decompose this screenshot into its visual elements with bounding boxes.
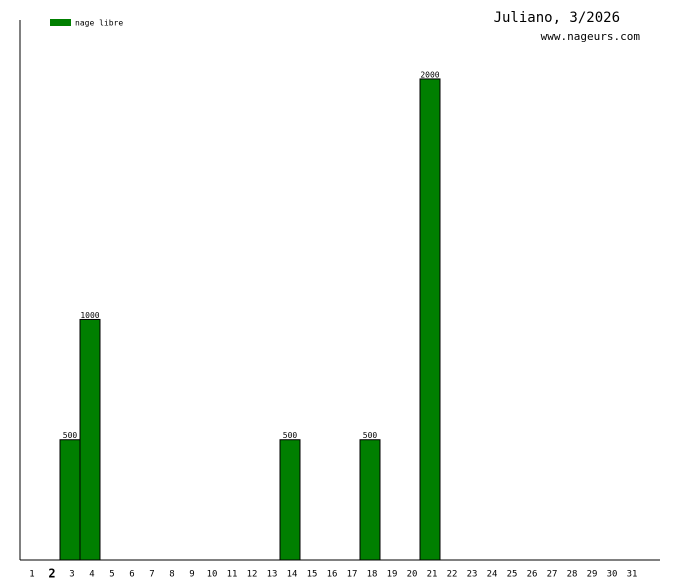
x-tick-label: 11 xyxy=(227,570,238,580)
legend-label: nage libre xyxy=(75,19,123,28)
value-label: 500 xyxy=(283,431,298,440)
x-tick-label: 28 xyxy=(567,570,578,580)
x-tick-label: 4 xyxy=(89,570,94,580)
value-label: 500 xyxy=(363,431,378,440)
x-tick-label: 26 xyxy=(527,570,538,580)
x-tick-label: 24 xyxy=(487,570,498,580)
x-tick-label: 1 xyxy=(29,570,34,580)
x-tick-label: 30 xyxy=(607,570,618,580)
x-tick-label: 31 xyxy=(627,570,638,580)
bar xyxy=(419,78,441,561)
x-tick-label: 16 xyxy=(327,570,338,580)
x-tick-label: 19 xyxy=(387,570,398,580)
x-tick-label: 10 xyxy=(207,570,218,580)
bar xyxy=(59,439,81,561)
x-tick-label: 2 xyxy=(48,567,55,580)
x-tick-label: 18 xyxy=(367,570,378,580)
value-label: 1000 xyxy=(80,311,99,320)
x-tick-label: 23 xyxy=(467,570,478,580)
x-tick-label: 6 xyxy=(129,570,134,580)
x-tick-label: 13 xyxy=(267,570,278,580)
x-tick-label: 17 xyxy=(347,570,358,580)
x-tick-label: 14 xyxy=(287,570,298,580)
bar xyxy=(359,439,381,561)
x-tick-label: 7 xyxy=(149,570,154,580)
bar xyxy=(279,439,301,561)
bar xyxy=(79,318,101,561)
value-label: 500 xyxy=(63,431,78,440)
chart-subtitle: www.nageurs.com xyxy=(541,30,641,43)
x-tick-label: 3 xyxy=(69,570,74,580)
x-tick-label: 15 xyxy=(307,570,318,580)
x-tick-label: 25 xyxy=(507,570,518,580)
x-tick-label: 5 xyxy=(109,570,114,580)
x-tick-label: 22 xyxy=(447,570,458,580)
x-tick-label: 20 xyxy=(407,570,418,580)
x-tick-label: 27 xyxy=(547,570,558,580)
x-tick-label: 29 xyxy=(587,570,598,580)
x-tick-label: 21 xyxy=(427,570,438,580)
value-label: 2000 xyxy=(420,70,439,79)
legend-swatch xyxy=(50,19,71,26)
x-tick-label: 8 xyxy=(169,570,174,580)
chart-title: Juliano, 3/2026 xyxy=(494,10,620,26)
x-tick-label: 12 xyxy=(247,570,258,580)
x-tick-label: 9 xyxy=(189,570,194,580)
